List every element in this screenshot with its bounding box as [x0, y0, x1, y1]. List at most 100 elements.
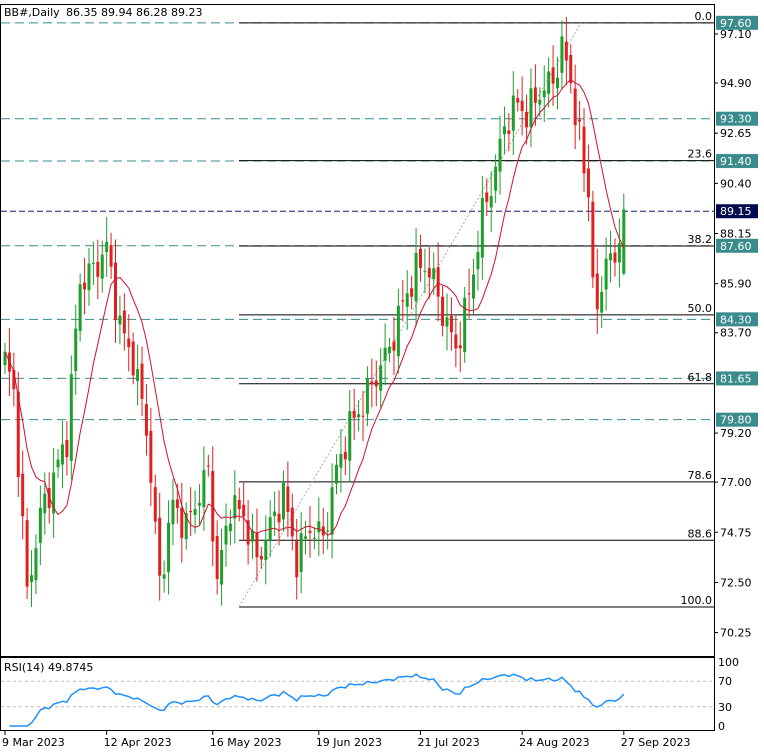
candle-body-83	[370, 381, 374, 385]
candle-body-39	[175, 499, 179, 508]
candle-body-59	[264, 539, 268, 560]
candle-40	[180, 482, 184, 563]
candle-18	[83, 257, 87, 315]
candle-body-65	[290, 507, 294, 537]
candle-85	[379, 348, 383, 408]
candle-48	[215, 520, 219, 595]
candle-body-98	[436, 267, 440, 297]
candle-body-111	[494, 166, 498, 191]
candle-body-103	[458, 345, 462, 349]
candle-body-137	[609, 253, 613, 261]
candle-body-69	[308, 530, 312, 533]
time-axis: 9 Mar 2023 12 Apr 2023 16 May 2023 19 Jun 2…	[2, 730, 691, 749]
candle-body-5	[25, 520, 29, 587]
candle-body-38	[171, 499, 175, 525]
candle-94	[418, 234, 422, 282]
rsi-tick-label-2: 30	[718, 701, 732, 714]
candle-17	[78, 273, 82, 342]
candle-body-41	[184, 513, 188, 540]
candle-body-43	[193, 509, 197, 515]
y-tick-label-3: 90.40	[720, 177, 752, 190]
candle-body-113	[502, 126, 506, 135]
symbol-label: BB#,Daily	[4, 6, 60, 19]
candle-body-82	[365, 378, 369, 414]
candle-body-18	[83, 282, 87, 290]
candle-body-89	[396, 305, 400, 357]
candle-body-126	[560, 36, 564, 73]
candle-body-136	[604, 258, 608, 290]
candle-101	[449, 297, 453, 351]
candle-body-17	[78, 284, 82, 331]
candle-35	[158, 492, 162, 601]
candle-87	[388, 337, 392, 362]
candle-body-42	[189, 510, 193, 513]
candle-body-102	[454, 334, 458, 349]
candle-body-58	[259, 555, 263, 560]
candle-body-32	[144, 404, 148, 436]
candle-51	[228, 509, 232, 546]
candle-104	[463, 287, 467, 363]
sr-price-label-5: 81.65	[720, 372, 752, 385]
candle-body-75	[335, 464, 338, 484]
y-tick-label-10: 72.50	[720, 576, 752, 589]
candle-49	[220, 528, 224, 606]
candle-body-80	[357, 414, 361, 418]
ohlc-readout: 86.35 89.94 86.28 89.23	[66, 6, 202, 19]
candle-body-84	[374, 380, 378, 387]
candle-body-54	[242, 504, 246, 517]
ma-line	[4, 78, 625, 536]
candle-102	[454, 315, 458, 368]
candle-body-119	[529, 88, 533, 128]
candle-body-122	[542, 90, 546, 98]
candle-81	[361, 390, 365, 442]
candle-body-101	[449, 315, 453, 333]
candle-57	[255, 508, 259, 582]
candle-71	[317, 497, 321, 557]
candle-79	[352, 388, 356, 441]
candle-117	[520, 76, 524, 136]
candle-50	[224, 503, 228, 567]
fib-level-label-4: 61.8	[688, 371, 713, 384]
candle-body-85	[379, 365, 383, 391]
candle-73	[326, 511, 330, 550]
candle-body-92	[410, 288, 414, 297]
candle-36	[162, 560, 166, 593]
candle-body-8	[38, 507, 42, 543]
candle-body-108	[480, 198, 484, 258]
candle-body-13	[60, 444, 64, 465]
candle-80	[357, 400, 361, 432]
candle-55	[246, 500, 250, 565]
rsi-tick-label-0: 100	[718, 656, 739, 669]
x-tick-label-2: 16 May 2023	[210, 736, 282, 749]
candle-body-132	[586, 168, 590, 198]
fib-level-label-3: 50.0	[688, 302, 713, 315]
candle-body-114	[507, 130, 511, 134]
candle-body-68	[304, 536, 308, 539]
candle-body-46	[206, 465, 210, 467]
sr-price-box-5	[716, 371, 758, 386]
candle-76	[339, 429, 343, 493]
candle-30	[136, 344, 140, 406]
candle-84	[374, 360, 378, 407]
candle-4	[21, 450, 25, 540]
candle-body-40	[180, 507, 184, 538]
candle-99	[441, 286, 445, 337]
candle-58	[259, 546, 263, 569]
candle-107	[476, 230, 480, 291]
candle-body-28	[127, 338, 131, 348]
candle-body-128	[569, 54, 573, 83]
sr-price-label-4: 84.30	[720, 313, 752, 326]
sr-price-box-1	[716, 111, 758, 126]
y-tick-label-8: 77.00	[720, 476, 752, 489]
candle-body-87	[388, 346, 392, 354]
candle-123	[547, 57, 551, 108]
x-tick-label-3: 19 Jun 2023	[316, 736, 382, 749]
candle-11	[52, 447, 56, 539]
candle-63	[281, 470, 285, 532]
candle-114	[507, 113, 511, 152]
candle-138	[613, 238, 617, 277]
candles	[3, 16, 626, 607]
candle-body-0	[3, 351, 7, 366]
candle-113	[502, 106, 506, 155]
